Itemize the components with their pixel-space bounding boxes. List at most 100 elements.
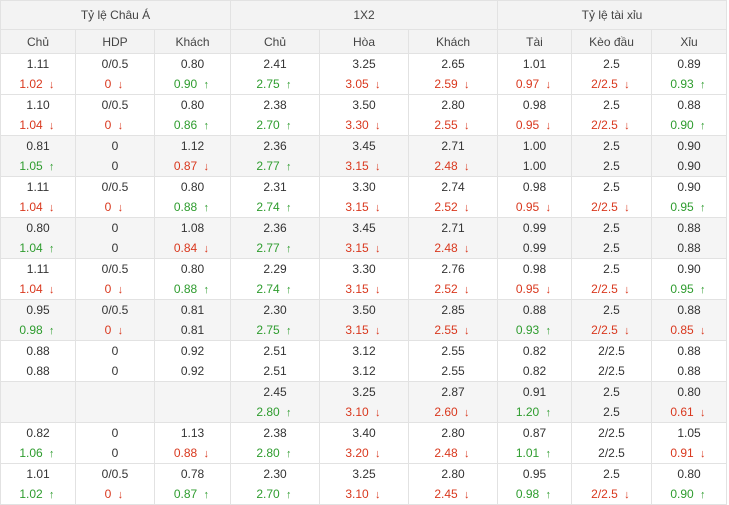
arrow-down-icon: ↓	[463, 79, 470, 91]
odds-cell-asian-away: 0.80 0.88 ↑	[153, 258, 232, 300]
current-odds-line: 0 ↓	[76, 115, 154, 135]
opening-odds-value: 2.38	[263, 426, 287, 440]
arrow-down-icon: ↓	[374, 202, 381, 214]
current-odds-value: 0.81	[180, 323, 205, 337]
odds-cell-ou-under: 0.80 0.90 ↑	[651, 463, 728, 505]
opening-odds-value: 2.55	[441, 344, 465, 358]
opening-odds-value	[155, 382, 230, 402]
current-odds-value: 2/2.5	[591, 200, 618, 214]
odds-cell-asian-home: 0.80 1.04 ↑	[0, 217, 76, 259]
current-odds-value: 2.80	[256, 446, 280, 460]
current-odds-value: 1.05	[19, 159, 43, 173]
current-odds-line: 3.10 ↓	[320, 402, 408, 422]
current-odds-value: 0.97	[515, 77, 540, 91]
current-odds-value: 3.15	[345, 200, 369, 214]
odds-cell-1x2-draw: 3.25 3.10 ↓	[319, 381, 410, 423]
current-odds-value: 0.98	[19, 323, 43, 337]
arrow-up-icon: ↑	[545, 325, 551, 337]
odds-cell-asian-hdp: 0/0.5 0 ↓	[75, 94, 155, 136]
table-row: 1.11 1.04 ↓ 0/0.5 0 ↓ 0.80 0.88 ↑ 2.31 2.74 ↑ 3.30 3.…	[0, 176, 728, 218]
current-odds-value: 2.52	[434, 200, 458, 214]
opening-odds-value: 0.80	[180, 180, 205, 194]
arrow-down-icon: ↓	[624, 202, 630, 214]
current-odds-value: 3.30	[345, 118, 369, 132]
arrow-down-icon: ↓	[48, 120, 55, 132]
current-odds-value: 2.55	[434, 118, 458, 132]
opening-odds-value: 3.30	[352, 180, 376, 194]
odds-cell-ou-over: 0.88 0.93 ↑	[497, 299, 573, 341]
opening-odds-value: 0	[111, 139, 119, 153]
arrow-up-icon: ↑	[699, 284, 706, 296]
column-header-1x2-draw: Hòa	[319, 29, 410, 54]
opening-odds-value: 1.01	[522, 57, 547, 71]
current-odds-value: 1.00	[522, 159, 547, 173]
odds-cell-ou-line: 2.5 2/2.5 ↓	[571, 176, 653, 218]
odds-cell-ou-line: 2.5 2/2.5 ↓	[571, 258, 653, 300]
current-odds-line: 2.75 ↑	[231, 74, 319, 94]
opening-odds-value: 0.88	[522, 303, 547, 317]
opening-odds-value: 3.12	[352, 344, 376, 358]
odds-cell-ou-over: 0.98 0.95 ↓	[497, 94, 573, 136]
arrow-up-icon: ↑	[699, 489, 706, 501]
current-odds-line: 0 ↓	[76, 197, 154, 217]
opening-odds-value: 2.5	[603, 262, 620, 276]
opening-odds-value: 2.5	[603, 303, 620, 317]
current-odds-value: 0.95	[515, 282, 540, 296]
current-odds-line: 2.77 ↑	[231, 156, 319, 176]
arrow-down-icon: ↓	[624, 489, 630, 501]
current-odds-line: 2/2.5	[572, 443, 651, 463]
current-odds-value: 0.91	[670, 446, 694, 460]
current-odds-value: 0.84	[173, 241, 198, 255]
current-odds-line: 2/2.5	[572, 361, 651, 381]
opening-odds-value: 2.87	[441, 385, 465, 399]
current-odds-line: 0.88	[652, 238, 726, 258]
odds-cell-ou-line: 2/2.5 2/2.5	[571, 422, 653, 464]
current-odds-value: 2/2.5	[598, 364, 625, 378]
opening-odds-value: 0.98	[522, 262, 547, 276]
current-odds-value: 2/2.5	[591, 323, 618, 337]
current-odds-line: 2.5	[572, 156, 651, 176]
odds-cell-asian-home: 0.88 0.88	[0, 340, 76, 382]
current-odds-line: 0.93 ↑	[498, 320, 571, 340]
current-odds-line: 2.45 ↓	[409, 484, 497, 504]
arrow-down-icon: ↓	[545, 284, 551, 296]
current-odds-value: 3.15	[345, 159, 369, 173]
current-odds-line: 0	[76, 443, 154, 463]
current-odds-value: 1.02	[19, 487, 43, 501]
table-row: 1.01 1.02 ↑ 0/0.5 0 ↓ 0.78 0.87 ↑ 2.30 2.70 ↑ 3.25 3.…	[0, 463, 728, 505]
odds-cell-1x2-home: 2.38 2.70 ↑	[230, 94, 321, 136]
current-odds-value: 0.88	[677, 241, 701, 255]
odds-cell-ou-over: 0.98 0.95 ↓	[497, 258, 573, 300]
current-odds-line: 0.93 ↑	[652, 74, 726, 94]
current-odds-line	[1, 402, 75, 422]
arrow-up-icon: ↑	[203, 489, 209, 501]
opening-odds-value: 2.85	[441, 303, 465, 317]
current-odds-line: 0	[76, 156, 154, 176]
opening-odds-value: 1.12	[180, 139, 205, 153]
column-header-1x2-home: Chủ	[230, 29, 321, 54]
opening-odds-value: 0.95	[26, 303, 50, 317]
current-odds-line: 0.90 ↑	[155, 74, 230, 94]
arrow-down-icon: ↓	[374, 448, 381, 460]
table-row: 1.11 1.02 ↓ 0/0.5 0 ↓ 0.80 0.90 ↑ 2.41 2.75 ↑ 3.25 3.…	[0, 53, 728, 95]
current-odds-value: 1.06	[19, 446, 43, 460]
table-row: 0.88 0.88 0 0 0.92 0.92 2.51 2.51 3.12 3.12 2.55 2.…	[0, 340, 728, 382]
current-odds-value: 1.04	[19, 282, 43, 296]
current-odds-value: 2.74	[256, 200, 280, 214]
opening-odds-value: 2.74	[441, 180, 465, 194]
current-odds-value: 0	[111, 159, 119, 173]
current-odds-line: 0.90	[652, 156, 726, 176]
current-odds-line: 1.04 ↓	[1, 115, 75, 135]
odds-cell-ou-under: 0.90 0.95 ↑	[651, 176, 728, 218]
opening-odds-value: 2.5	[603, 57, 620, 71]
opening-odds-value: 2.5	[603, 139, 620, 153]
current-odds-value: 2.52	[434, 282, 458, 296]
current-odds-line: 2.75 ↑	[231, 320, 319, 340]
opening-odds-value: 3.45	[352, 139, 376, 153]
odds-cell-ou-over: 0.95 0.98 ↑	[497, 463, 573, 505]
opening-odds-value: 1.08	[180, 221, 205, 235]
arrow-up-icon: ↑	[285, 448, 292, 460]
opening-odds-value: 0.88	[677, 344, 701, 358]
arrow-down-icon: ↓	[545, 120, 551, 132]
